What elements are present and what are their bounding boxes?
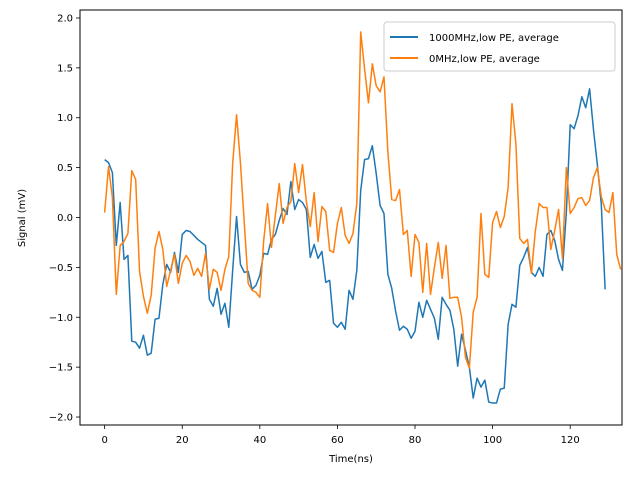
y-tick-label: 0.5 [57, 163, 73, 174]
legend-label-0mhz: 0MHz,low PE, average [429, 54, 540, 65]
x-tick-label: 120 [561, 435, 580, 446]
y-tick-label: −2.0 [49, 413, 73, 424]
y-axis: −2.0 −1.5 −1.0 −0.5 0.0 0.5 1.0 1.5 2.0 [49, 13, 80, 424]
x-tick-label: 20 [176, 435, 189, 446]
y-axis-label: Signal (mV) [17, 189, 28, 247]
y-tick-label: 1.5 [57, 63, 73, 74]
x-tick-label: 40 [253, 435, 266, 446]
y-tick-label: −0.5 [49, 263, 73, 274]
y-tick-label: −1.0 [49, 313, 73, 324]
y-tick-label: 1.0 [57, 113, 73, 124]
series-line-1 [104, 88, 606, 404]
legend-frame [383, 21, 616, 72]
x-tick-label: 60 [331, 435, 344, 446]
y-tick-label: −1.5 [49, 363, 73, 374]
x-tick-label: 100 [483, 435, 502, 446]
legend-label-1000mhz: 1000MHz,low PE, average [429, 33, 559, 44]
x-tick-label: 80 [409, 435, 422, 446]
series-line-2 [103, 31, 622, 369]
series-layer [103, 31, 622, 404]
y-tick-label: 2.0 [57, 13, 73, 24]
y-tick-label: 0.0 [57, 213, 73, 224]
x-axis-label: Time(ns) [328, 454, 373, 465]
legend: 1000MHz,low PE, average 0MHz,low PE, ave… [383, 21, 616, 72]
x-axis: 0 20 40 60 80 100 120 [101, 425, 580, 446]
x-tick-label: 0 [101, 435, 107, 446]
